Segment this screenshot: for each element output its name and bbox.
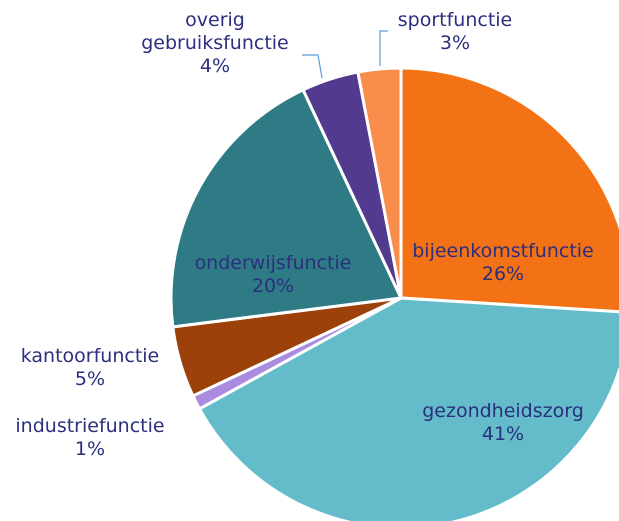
slice-label: kantoorfunctie: [20, 345, 160, 367]
slice-label: bijeenkomstfunctie: [412, 240, 594, 262]
slice-label: gezondheidszorg: [422, 400, 584, 422]
slice-label: sportfunctie: [397, 9, 513, 31]
slice-value-label: 41%: [481, 423, 525, 445]
slice-value-label: 1%: [74, 438, 106, 460]
slice-value-label: 4%: [199, 55, 231, 77]
slice: [197, 296, 619, 521]
leader-line: [302, 54, 323, 79]
slice-value-label: 3%: [439, 32, 471, 54]
slice-label: onderwijsfunctie: [194, 252, 352, 274]
slice: [356, 66, 403, 300]
slice-value-label: 5%: [74, 368, 106, 390]
slice-label: industriefunctie: [15, 415, 165, 437]
slice-value-label: 20%: [251, 275, 295, 297]
slices: [169, 66, 619, 521]
slice-value-label: 26%: [481, 263, 525, 285]
slice-label: overig gebruiksfunctie: [141, 9, 289, 54]
slice: [169, 88, 403, 329]
leader-line: [379, 30, 388, 66]
slice: [399, 66, 619, 314]
